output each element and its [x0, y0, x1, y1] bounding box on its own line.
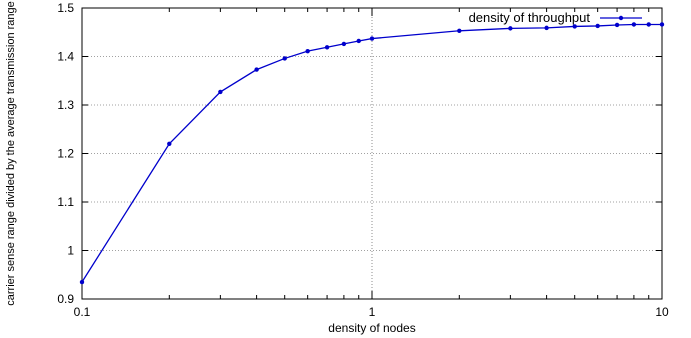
- data-point: [614, 22, 620, 28]
- y-tick-label: 1.4: [57, 50, 74, 64]
- data-point: [356, 38, 361, 44]
- x-tick-label: 1: [369, 305, 376, 319]
- x-tick-label: 10: [655, 305, 669, 319]
- series-layer: [79, 22, 665, 285]
- grid-lines: [82, 8, 662, 299]
- y-tick-label: 1.1: [57, 195, 74, 209]
- y-axis-title: carrier sense range divided by the avera…: [5, 1, 17, 306]
- data-point: [544, 25, 549, 31]
- data-point: [324, 45, 330, 50]
- y-tick-label: 1.3: [57, 98, 74, 112]
- x-axis-title: density of nodes: [328, 321, 415, 335]
- x-tick-label: 0.1: [74, 305, 91, 319]
- data-point: [341, 41, 347, 47]
- data-point: [369, 36, 375, 41]
- data-point: [595, 23, 600, 29]
- data-point: [659, 22, 665, 27]
- data-point: [218, 89, 223, 95]
- y-tick-label: 1: [67, 244, 74, 258]
- data-point: [167, 141, 172, 146]
- y-tick-label: 1.5: [57, 1, 74, 15]
- data-point: [631, 22, 637, 27]
- data-point: [457, 28, 462, 33]
- data-point: [254, 67, 259, 72]
- legend-marker: [618, 15, 624, 21]
- data-point: [508, 26, 513, 31]
- axis-ticks: 0.9 1 1.1 1.2 1.3 1.4 1.5 0.1 1 10: [57, 1, 669, 319]
- legend-label: density of throughput: [469, 10, 591, 25]
- data-point: [79, 279, 85, 285]
- legend: density of throughput: [469, 10, 642, 25]
- y-tick-label: 0.9: [57, 292, 74, 306]
- data-point: [305, 48, 310, 54]
- data-point: [572, 24, 577, 29]
- data-point: [282, 56, 287, 61]
- y-tick-label: 1.2: [57, 147, 74, 161]
- data-point: [646, 22, 651, 27]
